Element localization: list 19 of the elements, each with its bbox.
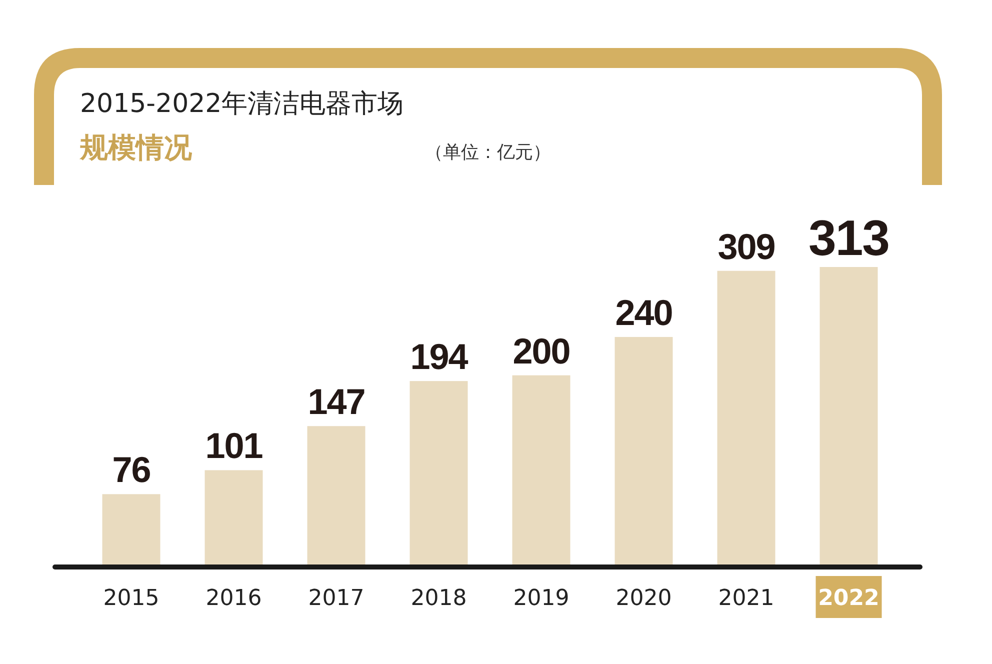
x-tick-label: 2017 bbox=[308, 586, 364, 611]
x-tick-label: 2022 bbox=[818, 586, 880, 611]
data-label: 147 bbox=[308, 381, 365, 422]
text: （单位：亿元） bbox=[425, 142, 551, 163]
x-tick-label: 2019 bbox=[513, 586, 570, 611]
data-label: 101 bbox=[205, 425, 264, 466]
data-label: 240 bbox=[615, 292, 672, 333]
data-label: 313 bbox=[808, 210, 889, 266]
chart-subtitle: 规模情况 bbox=[79, 131, 193, 164]
x-tick-label: 2020 bbox=[616, 586, 672, 611]
data-label: 309 bbox=[718, 226, 775, 267]
x-tick-label: 2015 bbox=[103, 586, 160, 611]
x-tick-label: 2016 bbox=[206, 586, 262, 611]
data-label: 76 bbox=[112, 449, 150, 490]
x-tick-label: 2021 bbox=[718, 586, 774, 611]
chart-title: 2015-2022年清洁电器市场 bbox=[80, 89, 404, 119]
data-label: 200 bbox=[512, 330, 570, 372]
data-label: 194 bbox=[410, 336, 468, 378]
x-tick-label: 2018 bbox=[410, 586, 467, 611]
